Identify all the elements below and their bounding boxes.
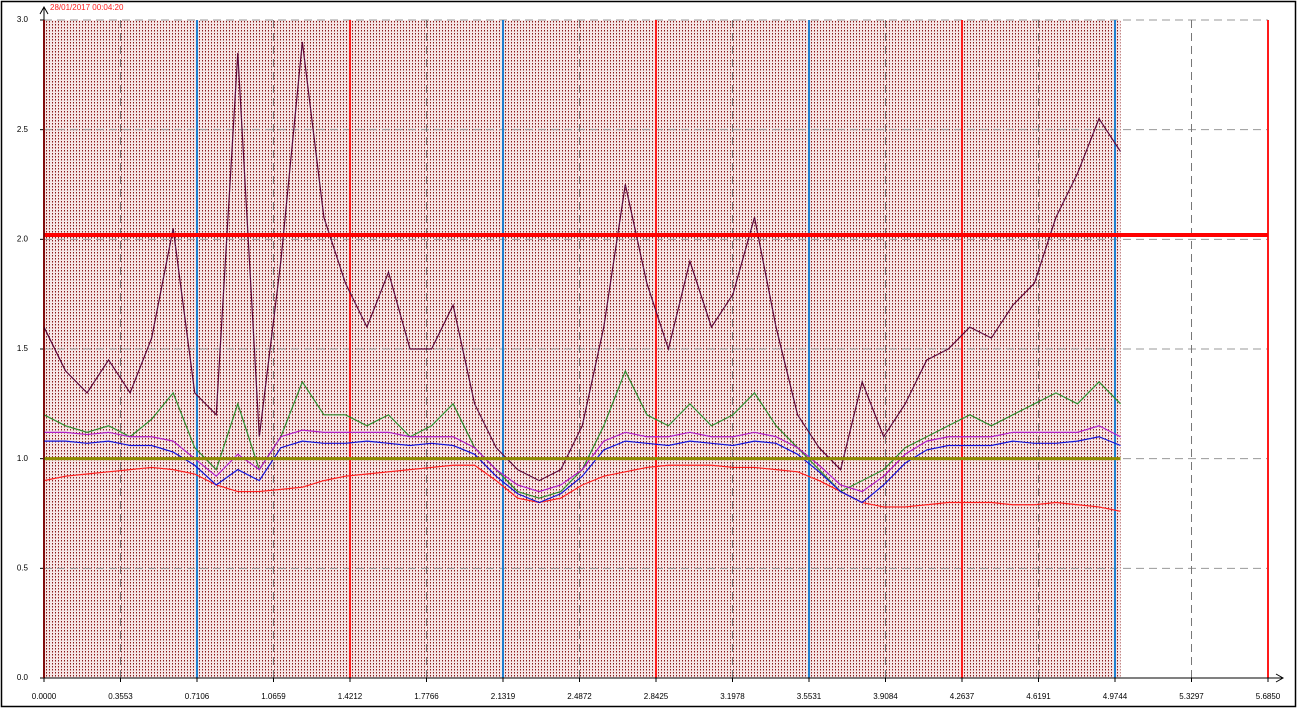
- x-tick-label: 2.4872: [567, 692, 592, 701]
- series-line: [44, 425, 1121, 493]
- x-tick-label: 5.6850: [1256, 692, 1281, 701]
- y-axis-arrow: [39, 5, 49, 15]
- y-tick-label: 0.0: [17, 673, 29, 682]
- x-tick-label: 4.9744: [1103, 692, 1128, 701]
- y-tick-label: 3.0: [17, 15, 29, 24]
- x-tick-label: 4.6191: [1026, 692, 1051, 701]
- y-tick-label: 1.5: [17, 344, 29, 353]
- x-tick-label: 5.3297: [1179, 692, 1204, 701]
- x-tick-label: 3.1978: [720, 692, 745, 701]
- chart-title: 28/01/2017 00:04:20: [50, 3, 124, 12]
- y-tick-label: 1.0: [17, 454, 29, 463]
- x-tick-label: 0.3553: [108, 692, 133, 701]
- x-tick-label: 1.0659: [261, 692, 286, 701]
- x-tick-label: 1.4212: [338, 692, 363, 701]
- series-line: [44, 436, 1121, 504]
- series-line: [43, 464, 1121, 512]
- x-tick-label: 0.7106: [185, 692, 210, 701]
- x-tick-label: 2.1319: [491, 692, 516, 701]
- y-tick-label: 2.0: [17, 234, 29, 243]
- x-tick-label: 0.0000: [32, 692, 57, 701]
- x-tick-label: 4.2637: [950, 692, 975, 701]
- series-line: [43, 41, 1122, 482]
- x-tick-label: 3.5531: [797, 692, 822, 701]
- plot-area: 0.0 0.5 1.0 1.5 2.0 2.5 3.0 0.0000 0.3553 0.7106 1…: [17, 5, 1285, 701]
- y-tick-label: 0.5: [17, 563, 29, 572]
- x-tick-label: 1.7766: [414, 692, 439, 701]
- x-axis-arrow: [1275, 673, 1285, 683]
- x-tick-label: 3.9084: [873, 692, 898, 701]
- x-tick-label: 2.8425: [644, 692, 669, 701]
- y-tick-label: 2.5: [17, 125, 29, 134]
